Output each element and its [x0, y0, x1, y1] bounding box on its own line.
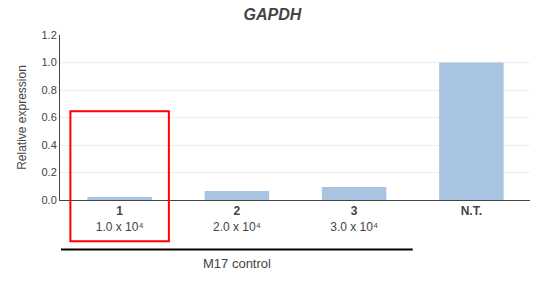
svg-text:1.0: 1.0: [42, 56, 57, 68]
svg-text:M17 control: M17 control: [203, 256, 271, 271]
svg-text:GAPDH: GAPDH: [244, 6, 302, 23]
svg-text:1.2: 1.2: [42, 29, 57, 41]
svg-text:0.4: 0.4: [42, 139, 57, 151]
svg-text:0.0: 0.0: [42, 194, 57, 206]
svg-text:0.6: 0.6: [42, 111, 57, 123]
svg-text:Relative expression: Relative expression: [15, 65, 29, 170]
svg-text:33.0 x 10⁴: 33.0 x 10⁴: [330, 204, 378, 234]
svg-text:0.2: 0.2: [42, 166, 57, 178]
svg-text:11.0 x 10⁴: 11.0 x 10⁴: [96, 204, 144, 234]
svg-text:0.8: 0.8: [42, 84, 57, 96]
svg-text:N.T.: N.T.: [461, 204, 482, 218]
svg-text:22.0 x 10⁴: 22.0 x 10⁴: [213, 204, 261, 234]
